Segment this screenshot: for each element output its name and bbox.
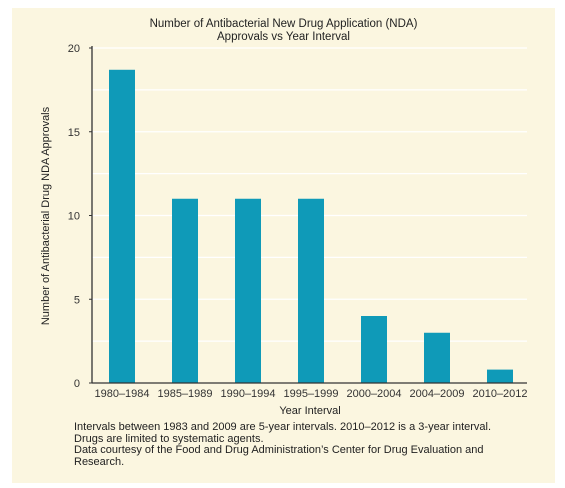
y-tick-label: 15 xyxy=(68,127,80,139)
footnote-line-4: Research. xyxy=(74,455,125,468)
x-tick-label: 2010–2012 xyxy=(472,388,527,400)
footnote-line-3: Data courtesy of the Food and Drug Admin… xyxy=(74,444,484,456)
bar-6 xyxy=(424,332,450,383)
y-axis-label: Number of Antibacterial Drug NDA Approva… xyxy=(40,106,52,325)
y-tick-label: 5 xyxy=(74,294,80,306)
bar-2 xyxy=(172,198,198,383)
footnote-line-2: Drugs are limited to systematic agents. xyxy=(74,432,264,445)
chart-panel: Number of Antibacterial New Drug Applica… xyxy=(12,8,555,483)
x-tick-label: 1995–1999 xyxy=(283,388,338,400)
footnote-line-1: Intervals between 1983 and 2009 are 5-ye… xyxy=(74,421,492,433)
bar-3 xyxy=(235,198,261,383)
bar-chart: 1980–1984 1985–1989 1990–1994 1995–1999 2000… xyxy=(40,43,528,417)
x-axis-label: Year Interval xyxy=(279,405,340,417)
x-tick-label: 1980–1984 xyxy=(94,388,149,400)
chart-title-line-1: Number of Antibacterial New Drug Applica… xyxy=(149,18,418,30)
chart-title: Number of Antibacterial New Drug Applica… xyxy=(12,18,555,44)
y-tick-label: 0 xyxy=(74,378,80,390)
x-tick-label: 1990–1994 xyxy=(220,388,275,400)
bar-4 xyxy=(298,198,324,383)
x-tick-label: 1985–1989 xyxy=(157,388,212,400)
x-tick-label: 2000–2004 xyxy=(346,388,401,400)
footnote: Intervals between 1983 and 2009 are 5-ye… xyxy=(74,421,544,468)
y-tick-label: 10 xyxy=(68,211,80,223)
bar-7 xyxy=(487,369,513,383)
bar-5 xyxy=(361,316,387,383)
bar-1 xyxy=(109,69,135,384)
y-tick-label: 20 xyxy=(68,43,80,55)
x-tick-label: 2004–2009 xyxy=(409,388,464,400)
chart-title-line-2: Approvals vs Year Interval xyxy=(217,31,350,43)
